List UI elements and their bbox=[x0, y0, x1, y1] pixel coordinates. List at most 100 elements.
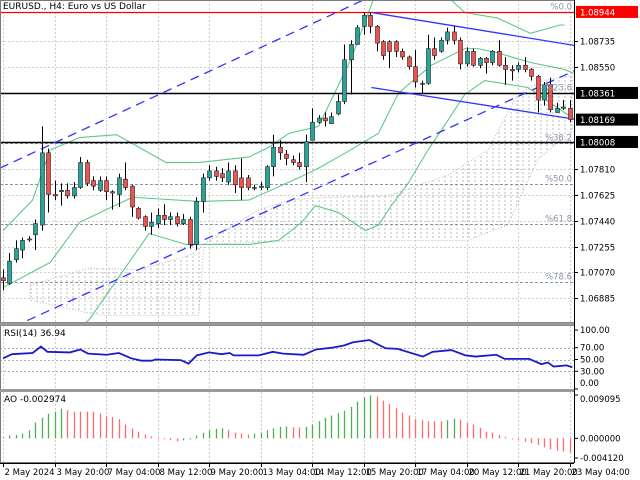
candle-body bbox=[400, 51, 405, 58]
candle-body bbox=[136, 208, 141, 219]
fib-level-label: %38.2 bbox=[545, 134, 572, 144]
candle bbox=[362, 12, 367, 35]
candle-body bbox=[510, 69, 515, 72]
descending-channel-line[interactable] bbox=[371, 11, 594, 49]
price-label-box bbox=[576, 135, 638, 148]
y-tick-label: 1.07255 bbox=[580, 244, 615, 254]
candle-body bbox=[387, 41, 392, 52]
candle-body bbox=[46, 152, 51, 195]
candle-body bbox=[233, 170, 238, 186]
candle bbox=[265, 165, 270, 191]
candle-body bbox=[156, 215, 161, 224]
candle-body bbox=[336, 101, 341, 115]
ascending-channel-line[interactable] bbox=[0, 0, 600, 169]
candle bbox=[246, 175, 251, 191]
candle-body bbox=[342, 59, 347, 102]
candle-body bbox=[490, 51, 495, 63]
candle bbox=[445, 27, 450, 45]
candle bbox=[304, 134, 309, 182]
price-label-text: 1.08944 bbox=[580, 8, 615, 18]
rsi-tick-label: 70.00 bbox=[580, 344, 604, 354]
x-tick-label: 14 May 12:00 bbox=[314, 468, 372, 478]
candle bbox=[40, 126, 45, 231]
x-tick-label: 7 May 04:00 bbox=[108, 468, 161, 478]
candle-body bbox=[394, 41, 399, 52]
candle-body bbox=[420, 83, 425, 85]
candle bbox=[387, 40, 392, 69]
candle bbox=[194, 197, 199, 251]
candle bbox=[181, 213, 186, 226]
ao-panel bbox=[2, 395, 572, 453]
candle-body bbox=[168, 216, 173, 220]
candle-body bbox=[375, 26, 380, 44]
x-tick-label: 23 May 04:00 bbox=[572, 468, 630, 478]
candle bbox=[568, 100, 573, 123]
candle-body bbox=[381, 41, 386, 56]
candle bbox=[252, 184, 257, 191]
y-tick-label: 1.07810 bbox=[580, 166, 615, 176]
descending-channel-line[interactable] bbox=[371, 86, 594, 123]
candle-body bbox=[117, 177, 122, 195]
candle bbox=[162, 204, 167, 226]
candle bbox=[168, 212, 173, 226]
candle bbox=[503, 56, 508, 85]
candle-body bbox=[317, 117, 322, 123]
candle-body bbox=[53, 194, 58, 197]
candle-body bbox=[278, 146, 283, 154]
panel-splitter[interactable] bbox=[0, 322, 574, 326]
candle-body bbox=[78, 162, 83, 188]
candle-body bbox=[349, 44, 354, 61]
rsi-panel bbox=[0, 339, 574, 372]
candle bbox=[548, 77, 553, 113]
price-label-box bbox=[576, 5, 638, 18]
rsi-tick-label: 0.00 bbox=[580, 379, 599, 389]
candle-body bbox=[297, 162, 302, 167]
candle bbox=[226, 162, 231, 185]
candle bbox=[85, 159, 90, 187]
candle-body bbox=[14, 248, 19, 261]
candle bbox=[536, 75, 541, 113]
candle-body bbox=[265, 166, 270, 188]
candle-body bbox=[252, 187, 257, 189]
candle-body bbox=[59, 190, 64, 192]
candle-body bbox=[20, 240, 25, 251]
candle bbox=[271, 134, 276, 177]
candle bbox=[59, 183, 64, 206]
candle bbox=[27, 236, 32, 242]
candles bbox=[1, 12, 573, 291]
x-tick-label: 8 May 12:00 bbox=[160, 468, 213, 478]
candle bbox=[323, 112, 328, 127]
candle-body bbox=[523, 64, 528, 70]
x-tick-label: 21 May 20:00 bbox=[520, 468, 578, 478]
rsi-tick-label: 100.00 bbox=[580, 326, 610, 336]
candle-body bbox=[123, 178, 128, 188]
candle bbox=[510, 65, 515, 81]
y-tick-label: 1.07625 bbox=[580, 192, 615, 202]
candle bbox=[143, 215, 148, 231]
y-tick-label: 1.08550 bbox=[580, 64, 615, 74]
candle bbox=[136, 206, 141, 220]
candle-body bbox=[323, 117, 328, 122]
price-label-box bbox=[576, 86, 638, 99]
candle bbox=[497, 40, 502, 67]
ascending-channel-line[interactable] bbox=[0, 59, 600, 333]
panel-splitter[interactable] bbox=[0, 389, 574, 392]
ao-tick-label: -0.004120 bbox=[580, 454, 624, 464]
drawn-objects[interactable] bbox=[0, 0, 600, 333]
candle bbox=[123, 162, 128, 191]
candle bbox=[523, 56, 528, 73]
price-label-box bbox=[576, 113, 638, 126]
candle bbox=[104, 176, 109, 201]
x-tick-label: 13 May 04:00 bbox=[263, 468, 321, 478]
y-tick-label: 1.08735 bbox=[580, 38, 615, 48]
candle bbox=[291, 155, 296, 166]
price-label-text: 1.08361 bbox=[580, 89, 615, 99]
candle bbox=[368, 12, 373, 34]
candle-body bbox=[7, 260, 12, 284]
candle bbox=[394, 40, 399, 57]
candle-body bbox=[130, 185, 135, 208]
candle-body bbox=[407, 56, 412, 67]
candle bbox=[310, 108, 315, 141]
candle-body bbox=[143, 216, 148, 227]
